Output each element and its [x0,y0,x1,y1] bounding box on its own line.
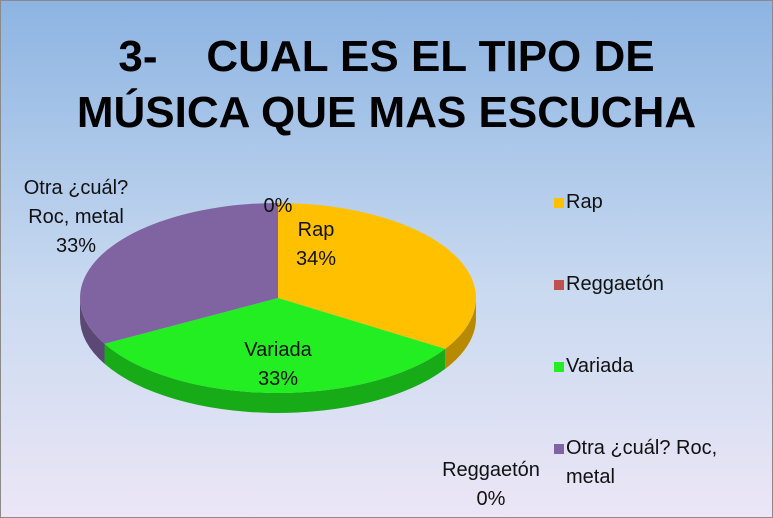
legend-entry: Reggaetón [554,270,756,299]
legend-swatch [554,198,564,208]
slice-side [80,298,105,364]
legend-swatch [554,444,564,454]
data-label-name: Rap [297,219,335,241]
slice [79,203,278,344]
slice [278,203,476,349]
legend-entry: Rap [554,188,756,217]
slice-side [445,298,476,369]
legend-entry: Otra ¿cuál? Roc, metal [554,434,756,492]
legend-swatch [554,280,564,290]
data-label: 0% [476,488,506,510]
chart-title: 3- CUAL ES EL TIPO DE MÚSICA QUE MAS ESC… [76,32,697,137]
data-label-name: Reggaetón [442,459,540,481]
legend-entry: Variada [554,352,756,381]
data-label-name: Otra ¿cuál? Roc, metal [23,177,129,228]
data-label: 33% [55,235,97,257]
legend-swatch [554,362,564,372]
data-label-name: Variada [244,339,312,361]
data-label: 33% [257,368,299,390]
data-label: 0% [263,195,293,217]
data-label: 34% [295,248,337,270]
slice [104,298,446,394]
slice-side [104,343,446,413]
